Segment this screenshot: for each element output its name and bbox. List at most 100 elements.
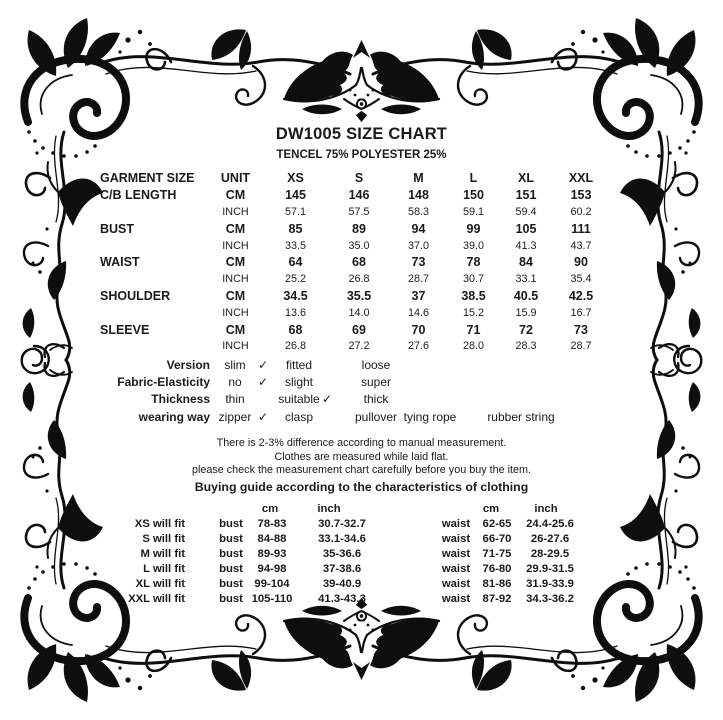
size-row: BUST CM 85 89 94 99 105 111 bbox=[100, 220, 612, 237]
size-value-cell: 38.5 bbox=[461, 288, 486, 303]
size-value-cell: 94 bbox=[411, 221, 426, 236]
attr-option: clasp bbox=[284, 409, 314, 424]
guide-cell: waist bbox=[441, 563, 471, 575]
size-value-cell: 13.6 bbox=[284, 306, 306, 319]
guide-size-label: M will fit bbox=[140, 548, 185, 561]
check-icon: ✓ bbox=[321, 392, 333, 407]
guide-col-header: cm bbox=[261, 503, 279, 516]
guide-cell: 76-80 bbox=[482, 563, 512, 575]
size-col-header: M bbox=[413, 171, 424, 186]
size-value-cell: 26.8 bbox=[284, 340, 306, 353]
unit-cell: INCH bbox=[222, 239, 249, 252]
size-value-cell: 33.5 bbox=[284, 239, 306, 252]
check-icon: ✓ bbox=[257, 409, 269, 424]
size-row-label: SHOULDER bbox=[100, 288, 171, 303]
size-value-cell: 57.1 bbox=[284, 205, 306, 218]
guide-col-header: cm bbox=[482, 503, 500, 516]
size-value-cell: 15.9 bbox=[515, 306, 537, 319]
guide-row: L will fit bust 94-98 37-38.6 waist 76-80 29.9… bbox=[85, 562, 650, 577]
guide-cell: 31.9-33.9 bbox=[526, 577, 574, 590]
attr-option: thick bbox=[363, 392, 389, 407]
size-value-cell: 73 bbox=[411, 255, 426, 270]
size-table-header-row: GARMENT SIZE UNIT XS S M L XL XXL bbox=[100, 170, 612, 187]
size-col-header: GARMENT SIZE bbox=[100, 171, 195, 186]
guide-row: S will fit bust 84-88 33.1-34.6 waist 66-70 26… bbox=[85, 532, 650, 547]
check-icon: ✓ bbox=[257, 357, 269, 372]
size-value-cell: 28.3 bbox=[515, 340, 537, 353]
size-row: INCH 13.6 14.0 14.6 15.2 15.9 16.7 bbox=[100, 304, 612, 321]
attr-option: no bbox=[228, 374, 242, 389]
size-row: INCH 57.1 57.5 58.3 59.1 59.4 60.2 bbox=[100, 204, 612, 221]
guide-cell: 41.3-43.3 bbox=[318, 592, 366, 605]
unit-cell: CM bbox=[225, 188, 246, 203]
guide-cell: 62-65 bbox=[482, 518, 512, 531]
size-value-cell: 15.2 bbox=[462, 306, 484, 319]
guide-cell: 71-75 bbox=[482, 548, 512, 561]
attribute-row: Thickness thin suitable ✓ thick bbox=[100, 391, 600, 408]
guide-cell: 94-98 bbox=[257, 563, 287, 575]
size-value-cell: 37 bbox=[411, 288, 426, 303]
guide-size-label: S will fit bbox=[142, 533, 185, 546]
guide-cell: 37-38.6 bbox=[322, 563, 362, 575]
attribute-row: wearing way zipper ✓ clasp pullover tying rop… bbox=[100, 408, 600, 425]
size-col-header: XL bbox=[518, 171, 534, 186]
guide-cell: waist bbox=[441, 592, 471, 605]
size-row: INCH 33.5 35.0 37.0 39.0 41.3 43.7 bbox=[100, 237, 612, 254]
attr-option: pullover bbox=[354, 409, 398, 424]
guide-size-label: XL will fit bbox=[135, 577, 185, 590]
size-row: C/B LENGTH CM 145 146 148 150 151 153 bbox=[100, 187, 612, 204]
size-value-cell: 148 bbox=[408, 188, 429, 203]
size-value-cell: 26.8 bbox=[348, 273, 370, 286]
unit-cell: CM bbox=[225, 255, 246, 270]
size-value-cell: 40.5 bbox=[513, 288, 539, 303]
size-table: GARMENT SIZE UNIT XS S M L XL XXL C/B LENGTH CM 14… bbox=[100, 170, 612, 355]
size-value-cell: 60.2 bbox=[570, 205, 592, 218]
guide-size-label: L will fit bbox=[143, 563, 185, 575]
guide-col-header: inch bbox=[317, 503, 341, 516]
attr-option: thin bbox=[225, 392, 245, 407]
guide-cell: 81-86 bbox=[482, 577, 512, 590]
unit-cell: INCH bbox=[222, 340, 249, 353]
material-subtitle: TENCEL 75% POLYESTER 25% bbox=[276, 149, 447, 161]
note-line-3: please check the measurement chart caref… bbox=[191, 464, 532, 477]
note-line-2: Clothes are measured while laid flat. bbox=[274, 450, 449, 463]
size-value-cell: 78 bbox=[466, 255, 481, 270]
size-value-cell: 35.4 bbox=[570, 273, 592, 286]
size-value-cell: 43.7 bbox=[570, 239, 592, 252]
guide-cell: waist bbox=[441, 518, 471, 531]
size-value-cell: 25.2 bbox=[284, 273, 306, 286]
size-value-cell: 150 bbox=[463, 188, 484, 203]
size-col-header: L bbox=[469, 171, 478, 186]
guide-cell: 84-88 bbox=[257, 533, 287, 546]
attr-option: slim bbox=[224, 357, 246, 372]
size-value-cell: 16.7 bbox=[570, 306, 592, 319]
size-value-cell: 84 bbox=[519, 255, 533, 270]
size-value-cell: 33.1 bbox=[515, 273, 537, 286]
size-value-cell: 72 bbox=[519, 322, 533, 337]
size-value-cell: 105 bbox=[515, 221, 537, 236]
size-value-cell: 58.3 bbox=[407, 205, 429, 218]
size-row-label: WAIST bbox=[100, 255, 140, 270]
attr-option: zipper bbox=[218, 409, 252, 424]
guide-cell: 29.9-31.5 bbox=[526, 563, 574, 575]
guide-row: XS will fit bust 78-83 30.7-32.7 waist 62-65 2… bbox=[85, 517, 650, 532]
guide-cell: bust bbox=[219, 563, 243, 575]
size-value-cell: 151 bbox=[515, 188, 537, 203]
size-value-cell: 99 bbox=[466, 221, 481, 236]
size-col-header: S bbox=[354, 171, 364, 186]
guide-cell: bust bbox=[219, 577, 243, 590]
guide-cell: 78-83 bbox=[257, 518, 287, 531]
attribute-label: Fabric-Elasticity bbox=[117, 374, 210, 389]
size-value-cell: 14.0 bbox=[348, 306, 370, 319]
size-value-cell: 27.2 bbox=[348, 340, 370, 353]
guide-row: XXL will fit bust 105-110 41.3-43.3 waist 87-… bbox=[85, 591, 650, 606]
size-value-cell: 41.3 bbox=[515, 239, 537, 252]
size-value-cell: 70 bbox=[411, 322, 426, 337]
size-value-cell: 30.7 bbox=[462, 273, 484, 286]
size-value-cell: 34.5 bbox=[283, 288, 308, 303]
note-line-1: There is 2-3% difference according to ma… bbox=[216, 437, 507, 449]
attr-option: slight bbox=[284, 374, 314, 389]
size-row-label: C/B LENGTH bbox=[100, 188, 177, 203]
